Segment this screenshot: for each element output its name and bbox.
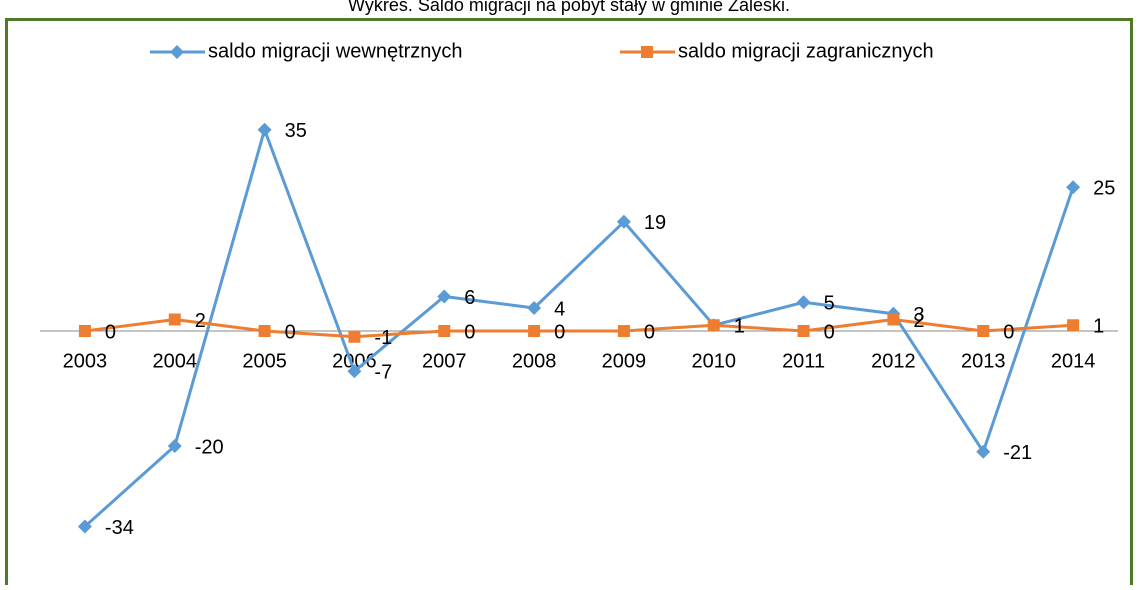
data-label: 2 bbox=[913, 310, 924, 332]
x-tick-label: 2014 bbox=[1051, 350, 1096, 372]
marker bbox=[977, 325, 990, 337]
data-label: 1 bbox=[1093, 316, 1104, 338]
marker bbox=[616, 214, 631, 229]
chart-title: Wykres. Saldo migracji na pobyt stały w … bbox=[348, 0, 790, 15]
data-label: 25 bbox=[1093, 178, 1115, 200]
marker bbox=[347, 364, 362, 379]
marker bbox=[527, 301, 542, 315]
x-tick-label: 2003 bbox=[63, 350, 108, 372]
data-label: 0 bbox=[824, 321, 835, 343]
data-label: 1 bbox=[734, 316, 745, 338]
data-label: -34 bbox=[105, 517, 134, 539]
data-label: 1 bbox=[734, 316, 745, 338]
data-label: 0 bbox=[464, 321, 475, 343]
marker bbox=[257, 122, 272, 137]
data-label: -1 bbox=[374, 327, 392, 349]
data-label: 0 bbox=[285, 321, 296, 343]
series-line bbox=[84, 317, 1074, 339]
marker bbox=[437, 289, 452, 304]
data-label: 5 bbox=[824, 293, 835, 315]
data-label: -21 bbox=[1003, 442, 1032, 464]
series-line bbox=[83, 124, 1075, 528]
marker bbox=[78, 325, 91, 337]
data-label: 2 bbox=[195, 310, 206, 332]
marker bbox=[1066, 180, 1081, 195]
marker bbox=[796, 295, 811, 310]
x-tick-label: 2010 bbox=[692, 350, 737, 372]
marker bbox=[528, 325, 541, 337]
marker bbox=[976, 444, 991, 459]
marker bbox=[641, 46, 653, 58]
legend-label: saldo migracji wewnętrznych bbox=[208, 40, 463, 62]
marker bbox=[170, 45, 184, 59]
data-label: 0 bbox=[105, 321, 116, 343]
marker bbox=[168, 313, 181, 326]
data-label: -7 bbox=[374, 362, 392, 384]
data-label: 6 bbox=[464, 287, 475, 309]
marker bbox=[617, 325, 630, 337]
x-tick-label: 2009 bbox=[602, 350, 647, 372]
marker bbox=[77, 519, 92, 534]
data-label: 0 bbox=[1003, 321, 1014, 343]
x-tick-label: 2006 bbox=[332, 350, 377, 372]
x-tick-label: 2008 bbox=[512, 350, 557, 372]
marker bbox=[797, 325, 810, 337]
marker bbox=[167, 439, 182, 453]
x-tick-label: 2012 bbox=[871, 350, 916, 372]
data-label: 3 bbox=[913, 304, 924, 326]
data-label: 4 bbox=[554, 298, 565, 320]
legend-label: saldo migracji zagranicznych bbox=[678, 40, 934, 62]
x-tick-label: 2005 bbox=[242, 350, 287, 372]
data-label: 19 bbox=[644, 212, 666, 234]
marker bbox=[258, 325, 271, 337]
marker bbox=[887, 313, 900, 326]
chart-frame bbox=[5, 18, 1133, 590]
data-label: 0 bbox=[554, 321, 565, 343]
marker bbox=[1067, 319, 1080, 332]
data-label: 0 bbox=[644, 321, 655, 343]
data-label: 35 bbox=[285, 120, 307, 142]
x-tick-label: 2007 bbox=[422, 350, 467, 372]
marker bbox=[707, 319, 720, 332]
data-label: -20 bbox=[195, 436, 224, 458]
x-tick-label: 2013 bbox=[961, 350, 1006, 372]
marker bbox=[438, 325, 451, 337]
x-tick-label: 2004 bbox=[153, 350, 198, 372]
x-tick-label: 2011 bbox=[782, 350, 825, 372]
marker bbox=[348, 330, 361, 343]
